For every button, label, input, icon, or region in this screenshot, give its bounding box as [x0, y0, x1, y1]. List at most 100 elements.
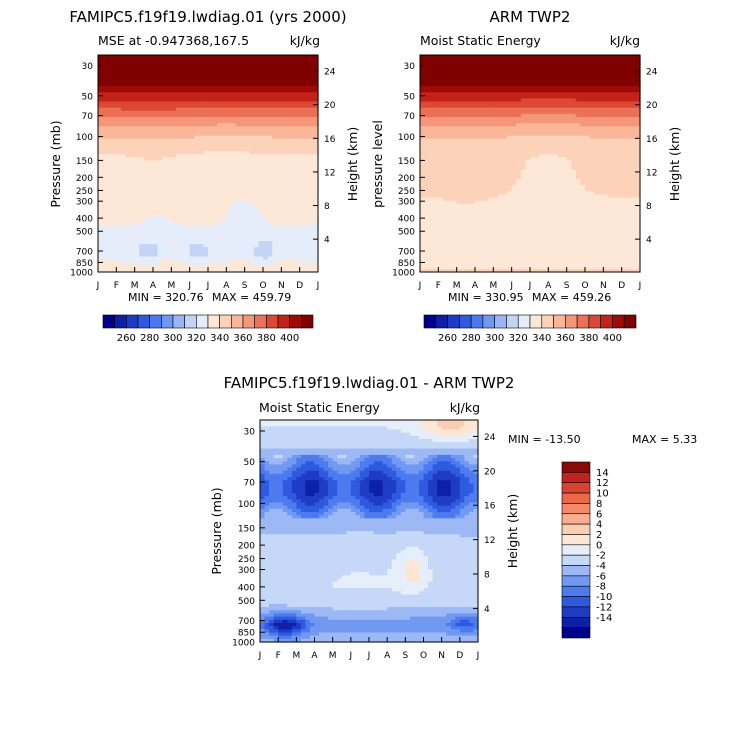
field-cell [98, 144, 104, 149]
field-cell [249, 163, 255, 168]
field-cell [194, 206, 200, 211]
field-cell [157, 247, 163, 251]
field-cell [452, 135, 458, 140]
field-cell [230, 89, 237, 93]
field-cell [543, 61, 549, 65]
field-cell [185, 101, 191, 106]
field-cell [134, 123, 140, 127]
field-cell [475, 101, 481, 106]
field-cell [511, 73, 517, 78]
field-cell [116, 231, 122, 236]
field-cell [166, 191, 172, 196]
field-cell [313, 216, 319, 220]
field-cell [249, 200, 255, 205]
field-cell [153, 231, 159, 236]
field-cell [424, 117, 430, 121]
field-cell [258, 157, 264, 161]
field-cell [134, 247, 140, 251]
field-cell [134, 259, 140, 264]
field-cell [175, 206, 182, 211]
field-cell [166, 216, 172, 220]
field-cell [299, 86, 305, 90]
field-cell [240, 132, 246, 137]
field-cell [102, 113, 108, 118]
field-cell [308, 73, 315, 78]
field-cell [612, 123, 618, 127]
field-cell [447, 61, 453, 65]
field-cell [557, 129, 563, 134]
field-cell [139, 206, 145, 211]
field-cell [630, 135, 637, 140]
field-cell [585, 123, 591, 127]
field-cell [308, 101, 315, 106]
field-cell [217, 265, 223, 270]
field-cell [189, 95, 195, 99]
field-cell [148, 185, 154, 189]
field-cell [607, 151, 614, 155]
field-cell [230, 70, 237, 75]
field-cell [194, 107, 200, 112]
field-cell [212, 210, 218, 214]
field-cell [263, 117, 269, 121]
field-cell [258, 163, 264, 168]
field-cell [267, 228, 273, 233]
field-cell [208, 89, 214, 93]
field-cell [221, 110, 227, 115]
field-cell [267, 172, 273, 177]
field-cell [267, 200, 273, 205]
field-cell [258, 76, 264, 81]
field-cell [253, 73, 260, 78]
field-cell [194, 113, 200, 118]
field-cell [235, 172, 241, 177]
field-cell [189, 104, 195, 109]
field-cell [189, 107, 195, 112]
field-cell [194, 191, 200, 196]
field-cell [617, 135, 623, 140]
field-cell [157, 166, 163, 171]
field-cell [488, 141, 494, 146]
field-cell [198, 61, 205, 65]
field-cell [212, 200, 218, 205]
field-cell [626, 92, 632, 96]
field-cell [488, 64, 494, 68]
field-cell [189, 138, 195, 143]
field-cell [212, 117, 218, 121]
field-cell [253, 253, 260, 258]
field-cell [516, 76, 522, 81]
field-cell [175, 247, 182, 251]
field-cell [313, 98, 319, 103]
field-cell [153, 148, 159, 152]
field-cell [585, 58, 591, 62]
field-cell [539, 123, 545, 127]
field-cell [253, 151, 260, 155]
field-cell [125, 79, 131, 84]
field-cell [148, 206, 154, 211]
field-cell [557, 148, 563, 152]
field-cell [612, 86, 618, 90]
field-cell [208, 200, 214, 205]
colorbar-label: 340 [210, 333, 229, 344]
field-cell [180, 163, 186, 168]
field-cell [102, 228, 108, 233]
field-cell [230, 253, 237, 258]
field-cell [198, 126, 205, 130]
field-cell [429, 79, 435, 84]
field-cell [534, 95, 540, 99]
field-cell [424, 126, 430, 130]
field-cell [185, 104, 191, 109]
field-cell [438, 148, 444, 152]
field-cell [456, 73, 462, 78]
field-cell [208, 61, 214, 65]
field-cell [465, 95, 472, 99]
field-cell [424, 104, 430, 109]
field-cell [198, 110, 205, 115]
field-cell [304, 203, 310, 208]
field-cell [626, 89, 632, 93]
field-cell [148, 107, 154, 112]
colorbar-label: 360 [233, 333, 252, 344]
field-cell [107, 172, 113, 177]
field-cell [111, 151, 117, 155]
field-cell [185, 253, 191, 258]
field-cell [258, 222, 264, 227]
field-cell [175, 110, 182, 115]
